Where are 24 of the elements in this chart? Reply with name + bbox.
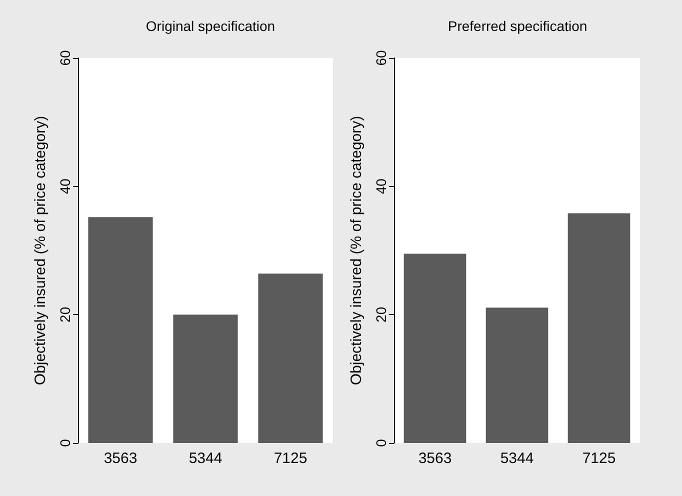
bar xyxy=(486,308,548,443)
y-tick-label: 0 xyxy=(373,438,389,447)
y-tick-label: 20 xyxy=(373,306,389,322)
chart-title: Original specification xyxy=(146,18,276,34)
bar xyxy=(173,314,238,443)
y-axis-title: Objectively insured (% of price category) xyxy=(348,116,365,386)
bar xyxy=(258,274,323,443)
x-tick-label: 7125 xyxy=(582,450,616,467)
y-tick-label: 60 xyxy=(373,50,389,66)
bar xyxy=(568,213,630,443)
x-tick-label: 3563 xyxy=(104,450,138,467)
bar xyxy=(88,217,153,443)
chart-title: Preferred specification xyxy=(448,18,588,34)
x-tick-label: 7125 xyxy=(274,450,308,467)
y-axis-title: Objectively insured (% of price category) xyxy=(32,116,49,386)
y-tick-label: 0 xyxy=(57,438,73,447)
y-tick-label: 40 xyxy=(373,178,389,194)
y-tick-label: 60 xyxy=(57,50,73,66)
x-tick-label: 5344 xyxy=(500,450,534,467)
x-tick-label: 3563 xyxy=(418,450,452,467)
y-tick-label: 20 xyxy=(57,306,73,322)
bar xyxy=(404,254,466,443)
y-tick-label: 40 xyxy=(57,178,73,194)
x-tick-label: 5344 xyxy=(188,450,222,467)
